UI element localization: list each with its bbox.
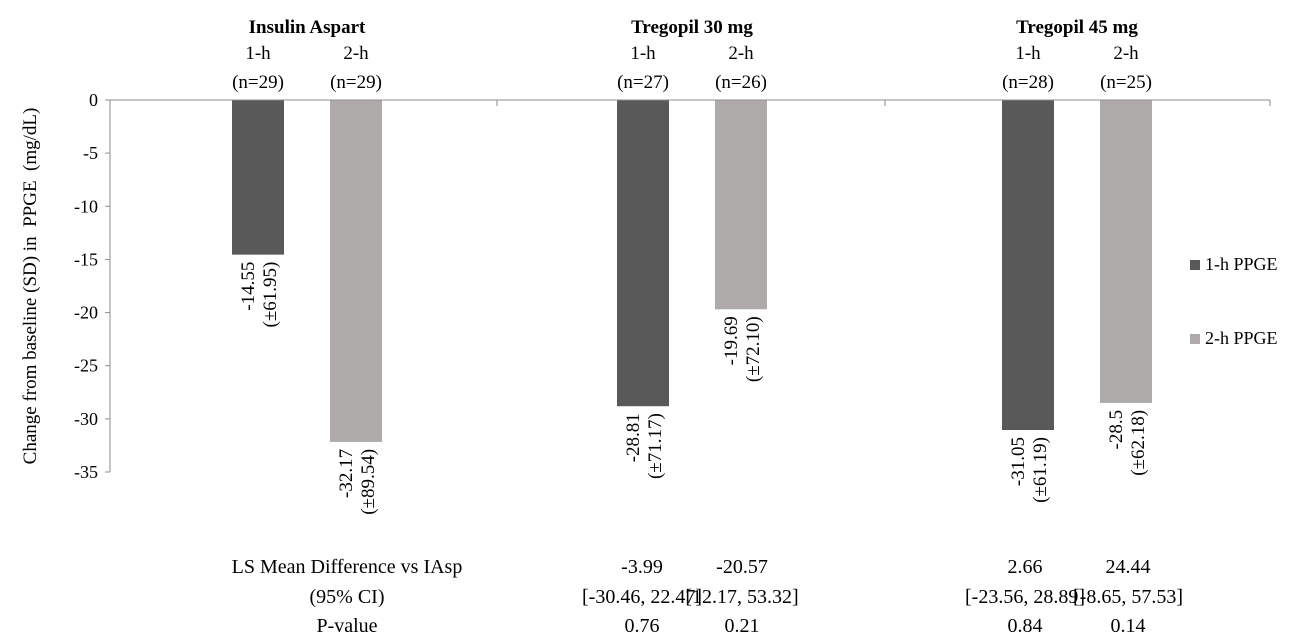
n-label: (n=28): [1002, 72, 1054, 93]
data-label-value: -19.69: [721, 316, 742, 365]
group-title: Insulin Aspart: [249, 17, 366, 38]
y-tick-label: -10: [74, 196, 98, 216]
period-label: 2-h: [728, 43, 754, 64]
stats-row-label: LS Mean Difference vs IAsp: [232, 556, 463, 578]
data-label-value: -32.17: [336, 449, 357, 498]
stats-diff: 24.44: [1106, 556, 1151, 578]
stats-p: 0.14: [1111, 615, 1146, 637]
legend-swatch-2h: [1190, 334, 1200, 344]
legend-entry: 1-h PPGE: [1205, 254, 1278, 274]
group-title: Tregopil 30 mg: [631, 17, 753, 38]
y-tick-label: 0: [89, 90, 98, 110]
y-axis-title: Change from baseline (SD) in PPGE (mg/dL…: [20, 108, 41, 465]
y-tick-label: -30: [74, 409, 98, 429]
data-label-sd: (±61.95): [260, 262, 281, 328]
stats-p: 0.84: [1008, 615, 1043, 637]
data-label-value: -31.05: [1008, 437, 1029, 486]
y-tick-label: -35: [74, 462, 98, 482]
period-label: 2-h: [1113, 43, 1139, 64]
group-title: Tregopil 45 mg: [1016, 17, 1138, 38]
period-label: 1-h: [245, 43, 271, 64]
n-label: (n=29): [330, 72, 382, 93]
n-label: (n=29): [232, 72, 284, 93]
bar-2h: [715, 100, 767, 310]
stats-diff: -20.57: [716, 556, 768, 578]
stats-ci: [12.17, 53.32]: [685, 586, 798, 608]
stats-ci: [-30.46, 22.47]: [582, 586, 702, 608]
stats-p: 0.21: [725, 615, 760, 637]
bars-layer: [232, 100, 1152, 442]
y-tick-label: -15: [74, 249, 98, 269]
bar-2h: [1100, 100, 1152, 403]
n-label: (n=25): [1100, 72, 1152, 93]
labels-layer: Insulin Aspart 1-h (n=29) -14.55 (±61.95) 2-h…: [232, 17, 1152, 515]
stats-p: 0.76: [625, 615, 660, 637]
stats-diff: 2.66: [1008, 556, 1043, 578]
y-tick-label: -5: [83, 143, 98, 163]
stats-ci: [-23.56, 28.89]: [965, 586, 1085, 608]
period-label: 1-h: [1015, 43, 1041, 64]
legend-swatch-1h: [1190, 260, 1200, 270]
legend-entry: 2-h PPGE: [1205, 328, 1278, 348]
n-label: (n=27): [617, 72, 669, 93]
bar-2h: [330, 100, 382, 442]
axis-layer: 0 -5 -10 -15 -20 -25 -30 -35 Change from baselin…: [20, 90, 1271, 482]
bar-1h: [617, 100, 669, 407]
legend: 1-h PPGE 2-h PPGE: [1190, 254, 1278, 348]
data-label-value: -14.55: [238, 262, 259, 311]
stats-diff: -3.99: [621, 556, 663, 578]
data-label-value: -28.81: [623, 413, 644, 462]
bar-1h: [1002, 100, 1054, 431]
stats-row-label: P-value: [316, 615, 377, 637]
data-label-value: -28.5: [1106, 410, 1127, 450]
data-label-sd: (±62.18): [1128, 410, 1149, 476]
n-label: (n=26): [715, 72, 767, 93]
period-label: 2-h: [343, 43, 369, 64]
stats-row-label: (95% CI): [310, 586, 385, 608]
period-label: 1-h: [630, 43, 656, 64]
stats-ci: [-8.65, 57.53]: [1073, 586, 1183, 608]
data-label-sd: (±72.10): [743, 316, 764, 382]
y-tick-label: -20: [74, 303, 98, 323]
stats-table: LS Mean Difference vs IAsp (95% CI) P-valu…: [232, 556, 1183, 637]
bar-1h: [232, 100, 284, 255]
data-label-sd: (±71.17): [645, 413, 666, 479]
data-label-sd: (±61.19): [1030, 437, 1051, 503]
y-tick-label: -25: [74, 356, 98, 376]
data-label-sd: (±89.54): [358, 449, 379, 515]
